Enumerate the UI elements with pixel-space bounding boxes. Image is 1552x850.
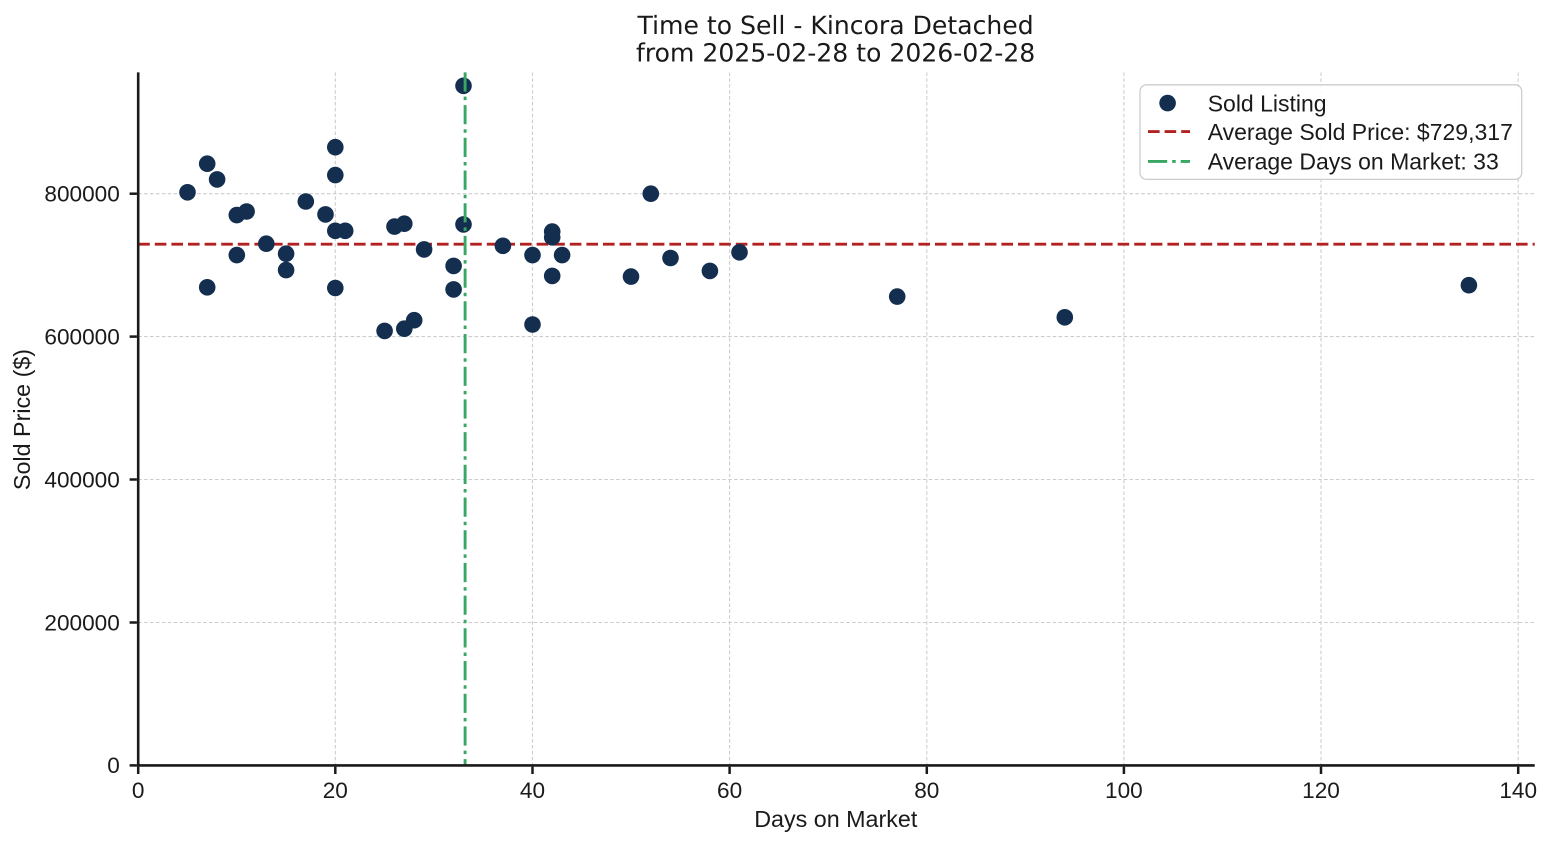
svg-text:800000: 800000	[44, 182, 119, 207]
svg-text:20: 20	[323, 778, 348, 803]
svg-text:40: 40	[520, 778, 545, 803]
svg-text:400000: 400000	[44, 467, 119, 492]
svg-text:Sold Price ($): Sold Price ($)	[9, 349, 35, 490]
svg-text:80: 80	[914, 778, 939, 803]
svg-text:Average Sold Price: $729,317: Average Sold Price: $729,317	[1208, 119, 1513, 145]
svg-text:100: 100	[1105, 778, 1143, 803]
svg-text:0: 0	[107, 753, 120, 778]
svg-text:Days on Market: Days on Market	[754, 806, 918, 832]
svg-text:Sold Listing: Sold Listing	[1208, 90, 1327, 116]
svg-text:60: 60	[717, 778, 742, 803]
svg-text:200000: 200000	[44, 610, 119, 635]
svg-text:0: 0	[132, 778, 145, 803]
svg-text:120: 120	[1302, 778, 1340, 803]
svg-text:140: 140	[1499, 778, 1537, 803]
svg-text:Average Days on Market: 33: Average Days on Market: 33	[1208, 149, 1499, 175]
svg-text:600000: 600000	[44, 324, 119, 349]
